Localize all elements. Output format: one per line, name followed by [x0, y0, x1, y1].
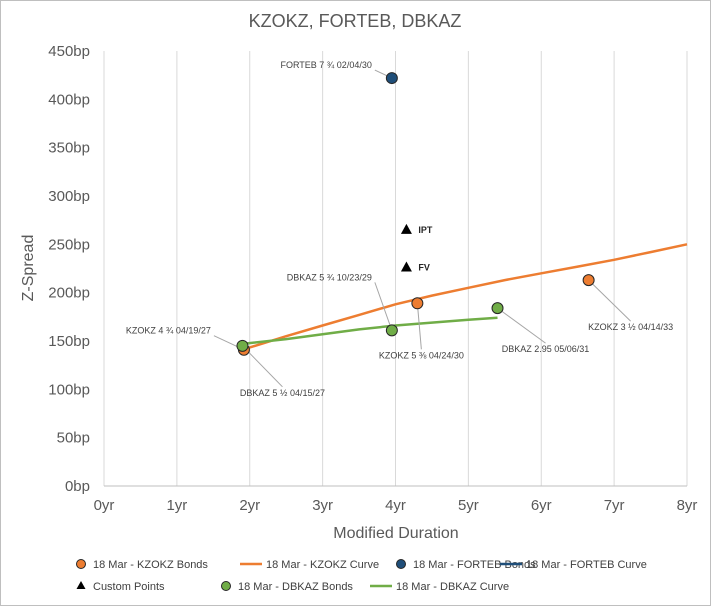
bond-point [411, 297, 424, 310]
curves [242, 243, 688, 351]
data-label: DBKAZ 5 ¾ 10/23/29 [287, 272, 372, 282]
legend-marker [76, 559, 86, 569]
legend-entry: 18 Mar - KZOKZ Bonds [93, 559, 208, 571]
legend-entry: Custom Points [93, 581, 165, 593]
legend-entry: 18 Mar - FORTEB Bonds [413, 559, 536, 571]
y-axis-label: Z-Spread [20, 235, 37, 302]
data-label: KZOKZ 3 ½ 04/14/33 [588, 322, 673, 332]
y-tick-label: 100bp [48, 381, 90, 398]
x-tick-label: 2yr [239, 497, 260, 514]
y-tick-label: 350bp [48, 140, 90, 157]
data-label: KZOKZ 5 ⅜ 04/24/30 [379, 350, 464, 360]
bond-point [491, 302, 504, 315]
custom-point [400, 261, 412, 272]
legend-entry: 18 Mar - FORTEB Curve [526, 559, 647, 571]
label-leader [416, 303, 422, 350]
chart-title: KZOKZ, FORTEB, DBKAZ [249, 11, 462, 31]
data-label: FORTEB 7 ¾ 02/04/30 [280, 60, 371, 70]
data-label: DBKAZ 5 ½ 04/15/27 [240, 388, 325, 398]
label-leader [374, 282, 393, 331]
bond-point [385, 72, 398, 85]
series-line [242, 243, 688, 351]
data-label: KZOKZ 4 ¾ 04/19/27 [126, 326, 211, 336]
bond-point [385, 324, 398, 337]
legend-entry: 18 Mar - DBKAZ Curve [396, 581, 509, 593]
bond-point [236, 339, 249, 352]
y-tick-label: 200bp [48, 285, 90, 302]
y-tick-label: 450bp [48, 43, 90, 60]
legend-marker [76, 581, 86, 589]
x-tick-label: 5yr [458, 497, 479, 514]
y-tick-label: 250bp [48, 236, 90, 253]
data-label: DBKAZ 2.95 05/06/31 [502, 344, 590, 354]
gridlines [103, 51, 688, 487]
x-tick-label: 8yr [677, 497, 698, 514]
legend-marker [221, 581, 231, 591]
x-tick-label: 0yr [94, 497, 115, 514]
x-tick-label: 7yr [604, 497, 625, 514]
y-tick-label: 150bp [48, 333, 90, 350]
legend-entry: 18 Mar - DBKAZ Bonds [238, 581, 353, 593]
label-leader [497, 307, 546, 344]
x-axis-label: Modified Duration [333, 525, 458, 542]
custom-point [400, 223, 412, 234]
custom-point-label: IPT [418, 225, 433, 235]
y-tick-label: 0bp [65, 478, 90, 495]
custom-point-label: FV [418, 263, 430, 273]
x-tick-label: 1yr [166, 497, 187, 514]
x-tick-label: 3yr [312, 497, 333, 514]
y-tick-label: 300bp [48, 188, 90, 205]
legend-marker [396, 559, 406, 569]
label-leader [588, 279, 631, 322]
legend: 18 Mar - KZOKZ Bonds 18 Mar - KZOKZ Curve… [76, 559, 647, 593]
y-tick-label: 50bp [57, 430, 90, 447]
series-line [242, 316, 498, 346]
x-tick-label: 6yr [531, 497, 552, 514]
legend-entry: 18 Mar - KZOKZ Curve [266, 559, 379, 571]
data-labels: KZOKZ 4 ¾ 04/19/27 KZOKZ 5 ⅜ 04/24/30 KZOK… [126, 60, 673, 398]
data-marks [236, 72, 595, 356]
tick-labels: 0yr 1yr 2yr 3yr 4yr 5yr 6yr 7yr 8yr 0bp 50bp 100bp 1… [48, 43, 697, 514]
y-tick-label: 400bp [48, 91, 90, 108]
bond-point [582, 274, 595, 287]
x-tick-label: 4yr [385, 497, 406, 514]
